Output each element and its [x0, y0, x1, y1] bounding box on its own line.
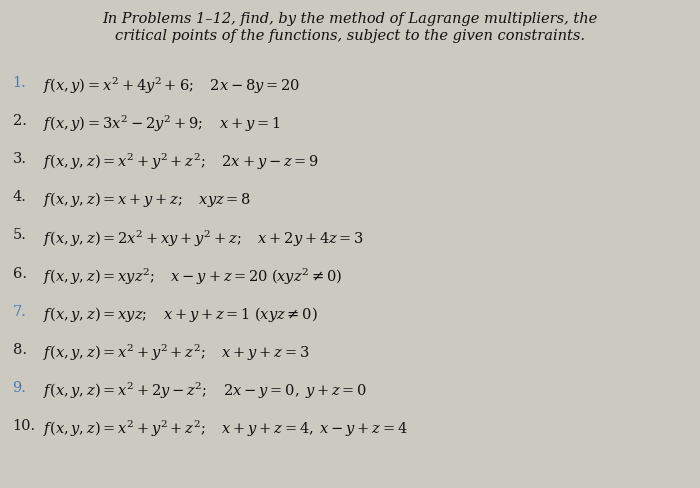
- Text: critical points of the functions, subject to the given constraints.: critical points of the functions, subjec…: [115, 29, 585, 43]
- Text: 9.: 9.: [13, 380, 27, 394]
- Text: 2.: 2.: [13, 114, 27, 128]
- Text: 4.: 4.: [13, 190, 27, 204]
- Text: $f(x, y, z) = x^2 + 2y - z^2;\quad 2x - y = 0,\; y + z = 0$: $f(x, y, z) = x^2 + 2y - z^2;\quad 2x - …: [43, 380, 368, 401]
- Text: 7.: 7.: [13, 304, 27, 318]
- Text: 6.: 6.: [13, 266, 27, 280]
- Text: $f(x, y, z) = 2x^2 + xy + y^2 + z;\quad x + 2y + 4z = 3$: $f(x, y, z) = 2x^2 + xy + y^2 + z;\quad …: [43, 228, 365, 248]
- Text: 8.: 8.: [13, 342, 27, 356]
- Text: In Problems 1–12, find, by the method of Lagrange multipliers, the: In Problems 1–12, find, by the method of…: [102, 12, 598, 26]
- Text: $f(x, y, z) = x^2 + y^2 + z^2;\quad x + y + z = 3$: $f(x, y, z) = x^2 + y^2 + z^2;\quad x + …: [43, 342, 310, 363]
- Text: 1.: 1.: [13, 76, 27, 90]
- Text: 3.: 3.: [13, 152, 27, 166]
- Text: 5.: 5.: [13, 228, 27, 242]
- Text: $f(x, y, z) = xyz^2;\quad x - y + z = 20\; (xyz^2 \neq 0)$: $f(x, y, z) = xyz^2;\quad x - y + z = 20…: [43, 266, 342, 286]
- Text: $f(x, y, z) = x^2 + y^2 + z^2;\quad 2x + y - z = 9$: $f(x, y, z) = x^2 + y^2 + z^2;\quad 2x +…: [43, 152, 319, 172]
- Text: $f(x, y, z) = x + y + z;\quad xyz = 8$: $f(x, y, z) = x + y + z;\quad xyz = 8$: [43, 190, 252, 209]
- Text: $f(x, y) = x^2 + 4y^2 + 6;\quad 2x - 8y = 20$: $f(x, y) = x^2 + 4y^2 + 6;\quad 2x - 8y …: [43, 76, 301, 96]
- Text: $f(x, y, z) = x^2 + y^2 + z^2;\quad x + y + z = 4,\; x - y + z = 4$: $f(x, y, z) = x^2 + y^2 + z^2;\quad x + …: [43, 418, 408, 439]
- Text: $f(x, y, z) = xyz;\quad x + y + z = 1\; (xyz \neq 0)$: $f(x, y, z) = xyz;\quad x + y + z = 1\; …: [43, 304, 318, 323]
- Text: $f(x, y) = 3x^2 - 2y^2 + 9;\quad x + y = 1$: $f(x, y) = 3x^2 - 2y^2 + 9;\quad x + y =…: [43, 114, 281, 134]
- Text: 10.: 10.: [13, 418, 36, 432]
